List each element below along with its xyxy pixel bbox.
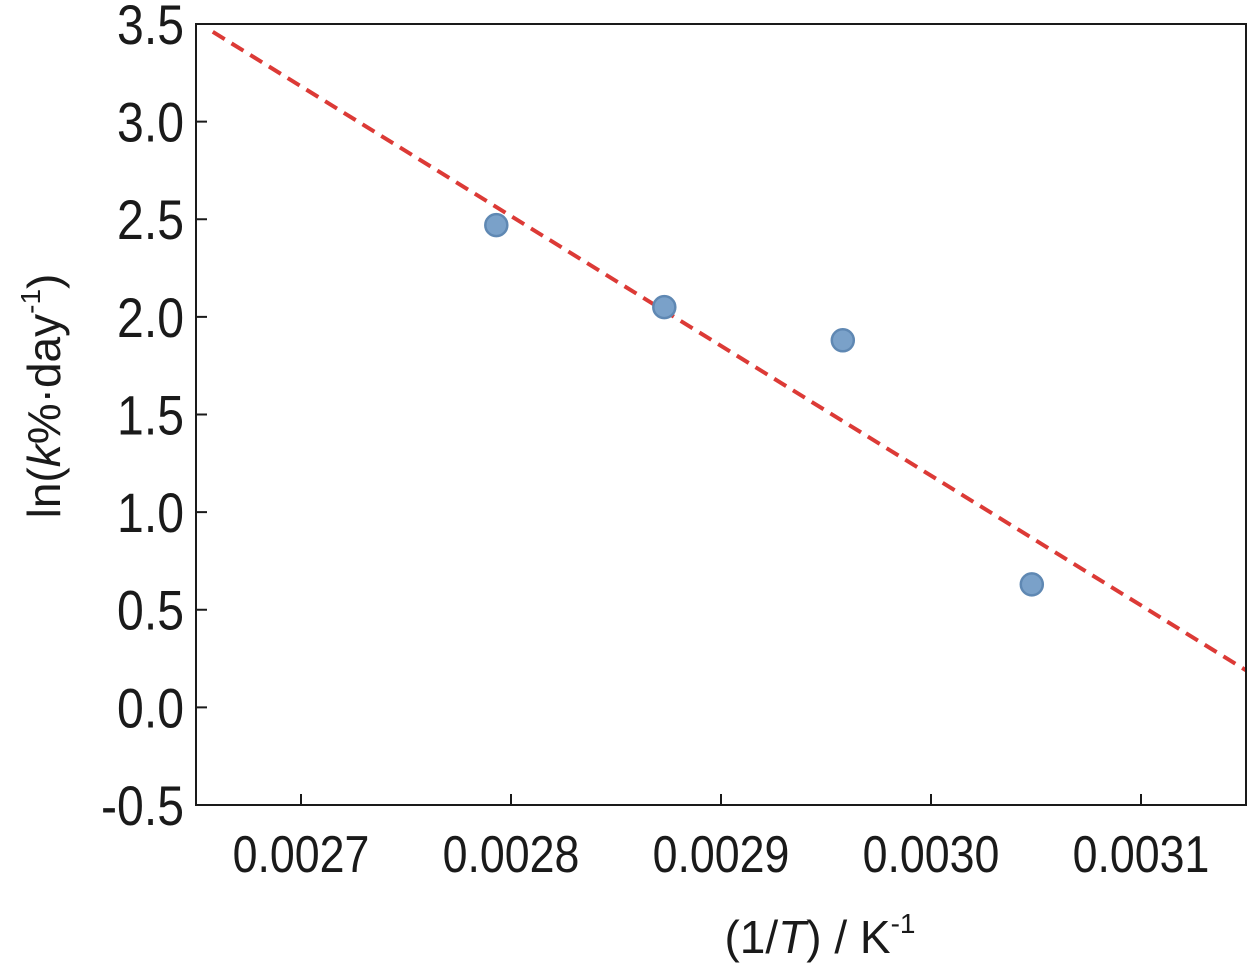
- y-axis-title-open: ln(: [18, 467, 70, 519]
- x-tick-label: 0.0027: [233, 826, 370, 884]
- y-axis-title-unit: %·day: [18, 314, 70, 444]
- y-axis: -0.5 0.0 0.5 1.0 1.5 2.0 2.5 3.0 3.5: [101, 0, 207, 838]
- y-axis-title-variable: k: [18, 442, 70, 467]
- y-tick-label: 0.0: [117, 678, 184, 740]
- data-point: [1019, 572, 1045, 597]
- y-tick-label: 1.0: [117, 483, 184, 545]
- fit-line: [211, 30, 1246, 672]
- plot-contents: [211, 30, 1246, 672]
- x-axis: 0.0027 0.0028 0.0029 0.0030 0.0031: [233, 794, 1210, 884]
- x-axis-title-variable: T: [778, 911, 809, 963]
- plot-frame: [195, 23, 1247, 806]
- x-tick-label: 0.0028: [443, 826, 580, 884]
- y-tick-label: 1.5: [117, 385, 184, 447]
- y-axis-title-close: ): [18, 274, 70, 289]
- y-tick-label: 3.5: [117, 0, 184, 57]
- x-axis-title-exponent: -1: [891, 908, 916, 939]
- data-point: [830, 328, 856, 353]
- x-tick-label: 0.0030: [863, 826, 1000, 884]
- y-tick-label: -0.5: [101, 776, 184, 838]
- x-tick-label: 0.0031: [1073, 826, 1210, 884]
- y-axis-title-exponent: -1: [15, 289, 46, 314]
- data-point: [652, 294, 677, 320]
- plot-area: [195, 23, 1247, 806]
- data-point: [484, 212, 509, 238]
- y-tick-label: 2.0: [117, 288, 184, 350]
- x-tick-label: 0.0029: [653, 826, 790, 884]
- x-axis-title-open: (1/: [724, 911, 778, 963]
- y-axis-title: ln(k%·day-1): [15, 274, 70, 519]
- y-tick-label: 3.0: [117, 92, 184, 154]
- y-tick-label: 0.5: [117, 580, 184, 642]
- y-tick-label: 2.5: [117, 190, 184, 252]
- x-axis-title-unit: ) / K: [806, 911, 891, 963]
- x-axis-title: (1/T) / K-1: [724, 908, 915, 963]
